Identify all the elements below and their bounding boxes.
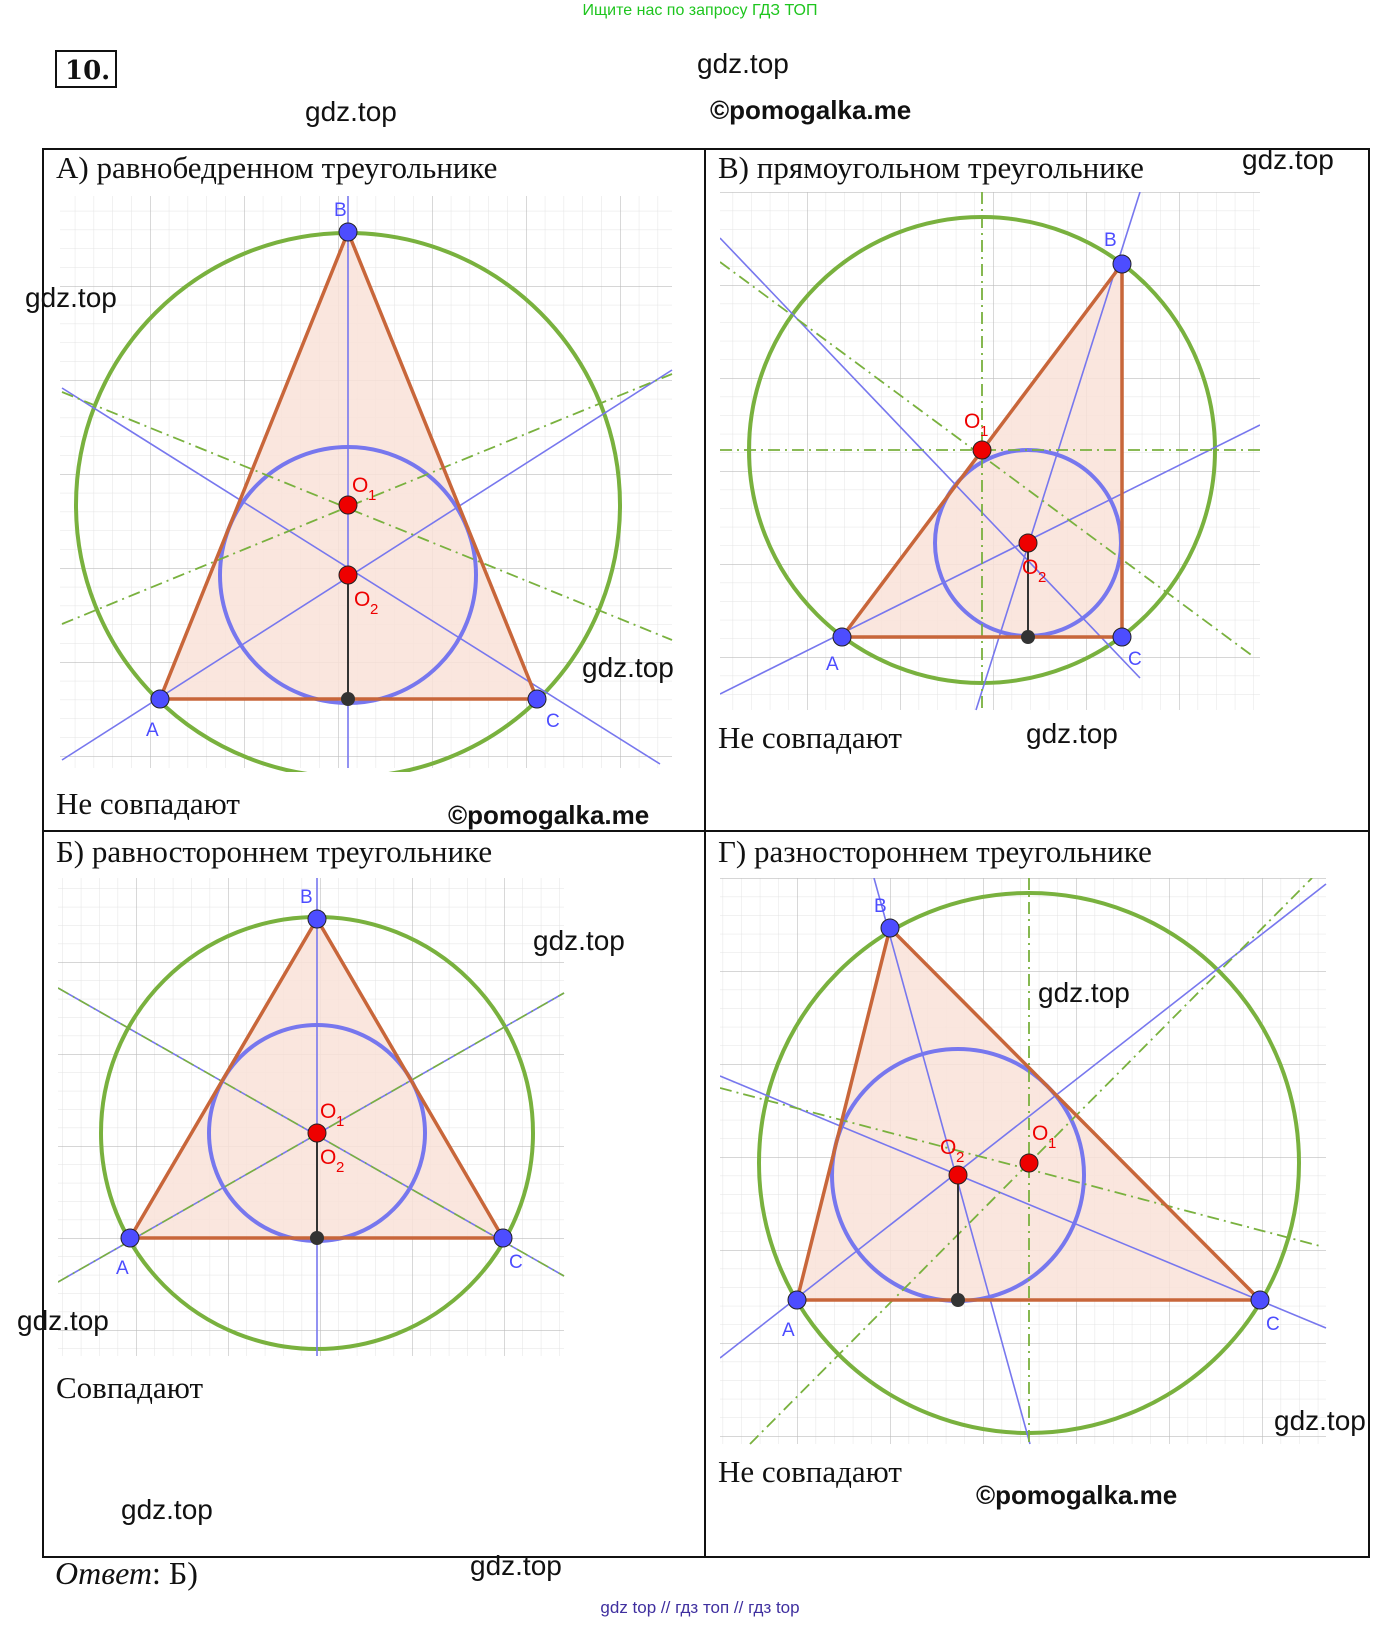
panel-a-title: А) равнобедренном треугольнике — [56, 150, 498, 185]
panel-c-result: Совпадают — [56, 1370, 203, 1405]
vertex-b — [307, 909, 327, 929]
center-o1 — [972, 440, 992, 460]
vertex-b — [880, 918, 900, 938]
watermark-gdz: gdz.top — [305, 96, 397, 127]
table-divider-vertical — [704, 148, 706, 1558]
answer-table — [42, 148, 1370, 1558]
watermark-gdz: gdz.top — [121, 1494, 213, 1525]
panel-c-title: Б) равностороннем треугольнике — [56, 834, 493, 869]
label-c: C — [1128, 649, 1142, 670]
tangent-point — [951, 1293, 965, 1307]
answer-value: : Б) — [152, 1555, 198, 1591]
panel-d-figure: A B C O 1 O 2 — [720, 878, 1327, 1445]
watermark-pomogalka: ©pomogalka.me — [710, 95, 912, 125]
vertex-b — [338, 222, 358, 242]
bisector-b — [873, 878, 1031, 1445]
tangent-point — [310, 1231, 324, 1245]
panel-a-result: Не совпадают — [56, 786, 240, 821]
watermark-gdz: gdz.top — [1038, 977, 1130, 1008]
label-o2: O — [940, 1136, 956, 1159]
tangent-point — [341, 692, 355, 706]
center-o1 — [1019, 1153, 1039, 1173]
watermark-gdz: gdz.top — [25, 282, 117, 313]
label-o1-sub: 1 — [336, 1113, 344, 1130]
watermark-gdz: gdz.top — [17, 1305, 109, 1336]
perp-bisector-1 — [61, 373, 673, 625]
label-b: B — [334, 200, 347, 221]
vertex-b — [1112, 254, 1132, 274]
label-o1-sub: 1 — [368, 487, 376, 504]
vertex-a — [787, 1290, 807, 1310]
panel-d-result: Не совпадают — [718, 1454, 902, 1489]
perp-bisector-3 — [720, 261, 1255, 658]
answer: Ответ: Б) — [55, 1555, 198, 1592]
watermark-gdz: gdz.top — [533, 925, 625, 956]
label-c: C — [546, 711, 560, 732]
label-o1: O — [352, 474, 368, 497]
vertex-c — [1250, 1290, 1270, 1310]
label-a: A — [782, 1320, 795, 1341]
label-b: B — [874, 896, 887, 917]
table-divider-horizontal — [42, 830, 1370, 832]
label-o1: O — [964, 410, 980, 433]
label-a: A — [116, 1258, 129, 1279]
panel-b-title: В) прямоугольном треугольнике — [718, 150, 1144, 185]
perp-bisector-2 — [61, 391, 673, 641]
watermark-gdz: gdz.top — [1026, 718, 1118, 749]
watermark-pomogalka: ©pomogalka.me — [976, 1480, 1178, 1510]
label-o2: O — [354, 588, 370, 611]
bisector-c — [720, 1075, 1327, 1329]
label-o2-sub: 2 — [1038, 569, 1046, 586]
bisector-a — [720, 883, 1327, 1359]
panel-d-title: Г) разностороннем треугольнике — [718, 834, 1152, 869]
label-c: C — [509, 1252, 523, 1273]
vertex-c — [527, 689, 547, 709]
watermark-gdz: gdz.top — [470, 1550, 562, 1581]
label-c: C — [1266, 1314, 1280, 1335]
center-o2 — [948, 1165, 968, 1185]
vertex-c — [1112, 627, 1132, 647]
search-note: Ищите нас по запросу ГДЗ ТОП — [582, 2, 818, 19]
answer-word: Ответ — [55, 1555, 152, 1591]
label-o1-sub: 1 — [1048, 1135, 1056, 1152]
panel-b-figure: A B C O 1 O 2 — [720, 192, 1260, 711]
label-o2: O — [320, 1146, 336, 1169]
label-o1: O — [1032, 1122, 1048, 1145]
center-o2 — [1018, 533, 1038, 553]
label-o1: O — [320, 1100, 336, 1123]
watermark-pomogalka: ©pomogalka.me — [448, 800, 650, 830]
tangent-point — [1021, 630, 1035, 644]
perp-bisector-3 — [720, 1087, 1321, 1247]
panel-b-result: Не совпадают — [718, 720, 902, 755]
panel-a-figure: A B C O 1 O 2 — [60, 196, 673, 772]
label-b: B — [300, 887, 313, 908]
vertex-a — [150, 689, 170, 709]
label-a: A — [826, 654, 839, 675]
bisector-c — [720, 237, 1141, 679]
label-o2-sub: 2 — [956, 1149, 964, 1166]
label-o2-sub: 2 — [336, 1159, 344, 1176]
watermark-gdz: gdz.top — [697, 48, 789, 79]
watermark-gdz: gdz.top — [1242, 144, 1334, 175]
label-o2-sub: 2 — [370, 601, 378, 618]
label-o2: O — [1022, 556, 1038, 579]
label-a: A — [146, 720, 159, 741]
bisector-c — [61, 387, 661, 765]
center-o2 — [338, 565, 358, 585]
vertex-c — [493, 1228, 513, 1248]
footer-note: gdz top // гдз топ // гдз top — [600, 1598, 800, 1617]
triangle — [794, 924, 1265, 1302]
vertex-a — [832, 627, 852, 647]
label-b: B — [1104, 230, 1117, 251]
center-o1-o2 — [307, 1123, 327, 1143]
panel-c-figure: A B C O 1 O 2 — [58, 878, 565, 1356]
center-o1 — [338, 495, 358, 515]
label-o1-sub: 1 — [980, 423, 988, 440]
watermark-gdz: gdz.top — [582, 652, 674, 683]
task-number: 10. — [55, 50, 117, 88]
bisector-a — [720, 424, 1260, 695]
vertex-a — [120, 1228, 140, 1248]
watermark-gdz: gdz.top — [1274, 1405, 1366, 1436]
